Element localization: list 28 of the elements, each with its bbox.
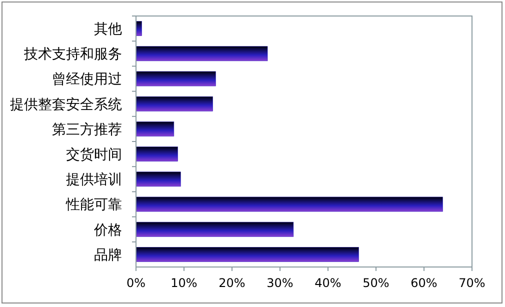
y-tick-label: 提供培训	[66, 172, 122, 188]
bar	[136, 21, 142, 36]
bar	[136, 247, 359, 262]
bar	[136, 196, 443, 212]
bar	[136, 71, 216, 86]
x-tick-label: 60%	[410, 276, 438, 290]
x-tick-label: 70%	[458, 276, 486, 290]
y-tick-label: 第三方推荐	[52, 122, 122, 138]
y-tick-label: 性能可靠	[65, 197, 122, 214]
bar	[136, 172, 181, 187]
x-tick-label: 0%	[126, 276, 146, 290]
bar	[136, 122, 174, 136]
x-tick-label: 40%	[314, 276, 342, 290]
x-tick-label: 20%	[218, 276, 246, 290]
y-tick-label: 提供整套安全系统	[10, 96, 122, 113]
y-tick-label: 其他	[94, 21, 122, 38]
bar	[136, 146, 178, 162]
y-tick-label: 交货时间	[66, 146, 122, 163]
x-tick-label: 30%	[266, 276, 294, 290]
x-tick-label: 50%	[362, 276, 390, 290]
y-tick-label: 品牌	[94, 247, 122, 264]
bar	[136, 222, 294, 237]
y-tick-label: 技术支持和服务	[23, 46, 122, 63]
y-tick-label: 价格	[93, 222, 122, 238]
bar	[136, 96, 213, 112]
bar	[136, 46, 268, 62]
y-tick-label: 曾经使用过	[52, 72, 122, 88]
x-tick-label: 10%	[170, 276, 198, 290]
